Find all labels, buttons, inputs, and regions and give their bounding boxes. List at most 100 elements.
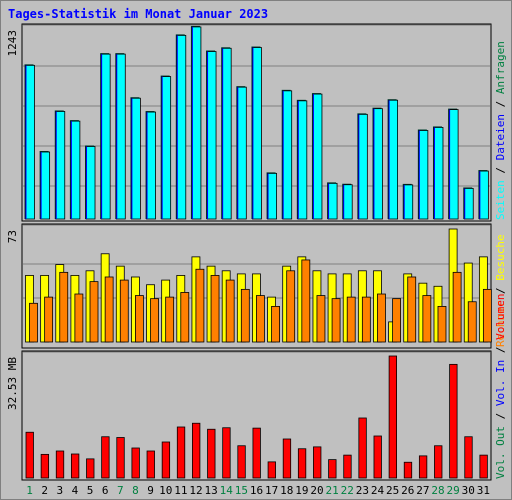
bar-sites-day-31	[482, 288, 492, 343]
bar-pages-day-26	[403, 184, 414, 220]
bar-volume-day-3	[55, 450, 65, 479]
bar-sites-day-25	[392, 298, 401, 343]
legend-separator: /	[494, 281, 507, 301]
day-label-1: 1	[26, 484, 33, 497]
day-label-13: 13	[204, 484, 217, 497]
day-label-31: 31	[477, 484, 490, 497]
day-label-16: 16	[250, 484, 263, 497]
bar-pages-day-28	[433, 127, 444, 220]
legend-separator: /	[494, 406, 507, 426]
bar-sites-day-2	[44, 296, 54, 343]
day-label-29: 29	[447, 484, 460, 497]
bar-pages-day-5	[85, 146, 96, 220]
bar-pages-day-3	[55, 111, 66, 220]
day-label-27: 27	[416, 484, 429, 497]
bar-pages-day-20	[312, 93, 323, 220]
bar-volume-day-30	[464, 436, 473, 479]
bar-pages-day-10	[161, 76, 172, 220]
day-label-5: 5	[87, 484, 94, 497]
bar-volume-day-28	[434, 445, 443, 479]
day-label-12: 12	[189, 484, 202, 497]
bar-sites-day-5	[89, 281, 99, 343]
bar-pages-day-12	[191, 26, 202, 220]
legend-label-pages: Seiten	[494, 180, 507, 220]
bar-volume-day-25	[388, 355, 397, 479]
bar-volume-day-1	[25, 431, 34, 479]
bar-sites-day-7	[119, 279, 129, 343]
bar-pages-day-24	[373, 108, 383, 220]
bar-pages-day-22	[342, 184, 353, 220]
legend-label-kbytes_in: Vol. In	[494, 360, 507, 406]
legend-label-kbytes_out: Vol. Out	[494, 426, 507, 479]
day-label-19: 19	[295, 484, 308, 497]
bar-pages-day-11	[176, 34, 187, 220]
day-axis-labels: 1 2 3 4 5 6 7 8 9 10 11 12 13 14 15 16 17 18 19 20 21 22 23 24 2…	[26, 484, 490, 497]
day-label-9: 9	[147, 484, 154, 497]
right-axis-legend: Vol. Out / Vol. In / Volumen	[494, 294, 507, 479]
bar-volume-day-16	[252, 427, 261, 479]
bar-pages-day-29	[448, 109, 459, 220]
bar-pages-day-21	[327, 182, 338, 220]
bar-volume-day-8	[131, 447, 140, 479]
chart-title: Tages-Statistik im Monat Januar 2023	[8, 7, 268, 21]
bar-pages-day-17	[267, 172, 277, 220]
bar-sites-day-3	[59, 271, 69, 343]
bar-sites-day-13	[210, 275, 220, 343]
bar-sites-day-8	[135, 295, 144, 343]
bar-pages-day-16	[252, 47, 262, 220]
bar-pages-day-2	[40, 151, 51, 220]
day-label-10: 10	[159, 484, 172, 497]
day-label-2: 2	[41, 484, 48, 497]
bar-sites-day-26	[407, 276, 417, 343]
bar-pages-day-1	[25, 64, 35, 220]
bar-sites-day-12	[195, 268, 205, 343]
y-axis-max-label: 1243	[6, 30, 19, 57]
legend-label-files: Dateien	[494, 114, 507, 160]
bar-volume-day-21	[328, 459, 337, 479]
bar-volume-day-23	[358, 417, 367, 479]
bar-sites-day-20	[316, 295, 326, 343]
right-axis-legend: Rechner / Besuche	[494, 234, 507, 347]
bar-sites-day-10	[165, 296, 175, 343]
day-label-28: 28	[431, 484, 444, 497]
bar-volume-day-22	[343, 454, 352, 479]
day-label-14: 14	[220, 484, 234, 497]
day-label-17: 17	[265, 484, 278, 497]
bar-pages-day-14	[221, 47, 232, 220]
bar-pages-day-9	[146, 111, 156, 220]
bar-volume-day-4	[70, 453, 80, 479]
day-label-6: 6	[102, 484, 109, 497]
panel-visits-sites: 73 Rechner / Besuche	[6, 223, 507, 349]
bar-volume-day-15	[237, 445, 246, 479]
day-label-20: 20	[310, 484, 323, 497]
bar-pages-day-27	[418, 130, 429, 220]
bar-volume-day-2	[40, 453, 50, 479]
day-label-8: 8	[132, 484, 139, 497]
bar-sites-day-28	[437, 305, 447, 343]
bar-volume-day-9	[146, 450, 155, 479]
bar-sites-day-6	[104, 276, 114, 343]
bar-pages-day-4	[70, 120, 81, 220]
day-label-11: 11	[174, 484, 187, 497]
day-label-3: 3	[57, 484, 64, 497]
bar-sites-day-14	[225, 279, 235, 343]
bar-pages-day-23	[357, 113, 368, 220]
bar-pages-day-19	[297, 100, 308, 220]
bar-volume-day-31	[479, 454, 488, 479]
bar-sites-day-21	[331, 298, 341, 343]
bar-volume-day-7	[116, 437, 125, 479]
bar-sites-day-23	[361, 296, 371, 343]
y-axis-max-label: 73	[6, 230, 19, 243]
bar-sites-day-15	[240, 288, 250, 343]
panel-volume: 32.53 MB Vol. Out / Vol. In / Volumen	[6, 294, 507, 481]
bar-volume-day-18	[282, 438, 292, 479]
day-label-22: 22	[341, 484, 354, 497]
bar-sites-day-24	[377, 293, 386, 343]
bar-volume-day-19	[297, 448, 307, 479]
day-label-7: 7	[117, 484, 124, 497]
bar-volume-day-27	[418, 455, 428, 479]
bar-sites-day-18	[286, 270, 296, 343]
bar-sites-day-9	[150, 298, 159, 343]
panel-pages-files-hits: 1243 Seiten / Dateien / Anfragen	[6, 23, 507, 222]
bar-sites-day-29	[452, 271, 462, 343]
